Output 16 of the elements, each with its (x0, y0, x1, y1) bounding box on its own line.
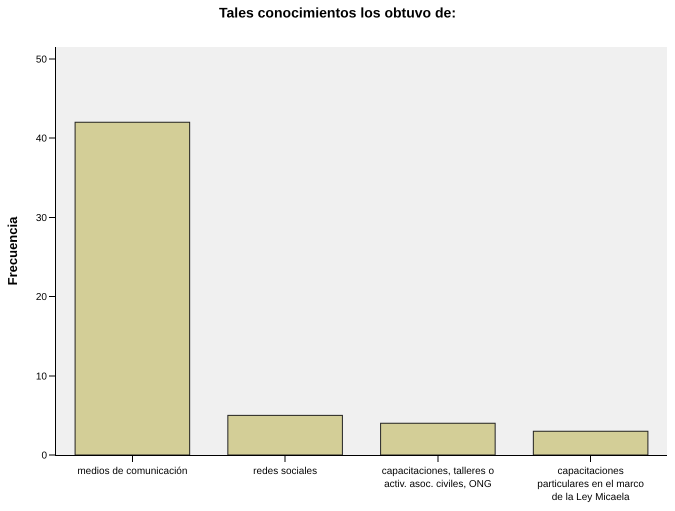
x-tick-label: redes sociales (253, 466, 318, 477)
bar (380, 422, 496, 455)
y-tick-label: 0 (41, 450, 48, 462)
bar (227, 414, 343, 455)
x-tick-label: capacitaciones, talleres o activ. asoc. civiles, ONG (382, 466, 494, 490)
y-tick-label: 20 (36, 292, 48, 304)
bar (532, 430, 648, 455)
x-tick-label: medios de comunicación (77, 466, 188, 477)
x-tick-label: capacitaciones particulares en el marco de la Ley Micaela (537, 466, 644, 503)
chart-title: Tales conocimientos los obtuvo de: (219, 4, 456, 20)
y-axis-title: Frecuencia (4, 216, 20, 286)
y-tick-label: 40 (36, 134, 48, 145)
bar (74, 122, 190, 455)
y-tick-label: 10 (36, 371, 48, 382)
y-tick-label: 30 (36, 212, 48, 224)
y-tick-label: 50 (36, 54, 48, 66)
